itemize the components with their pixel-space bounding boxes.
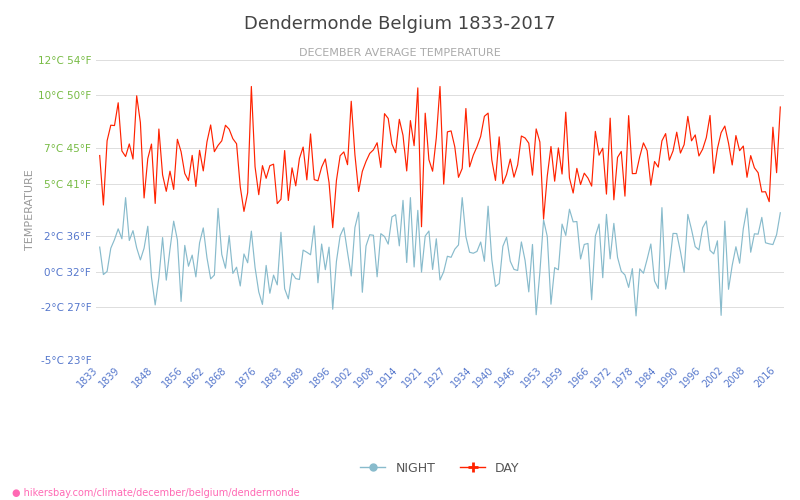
Y-axis label: TEMPERATURE: TEMPERATURE (25, 170, 35, 250)
Text: ● hikersbay.com/climate/december/belgium/dendermonde: ● hikersbay.com/climate/december/belgium… (12, 488, 300, 498)
Legend: NIGHT, DAY: NIGHT, DAY (355, 457, 525, 480)
Text: DECEMBER AVERAGE TEMPERATURE: DECEMBER AVERAGE TEMPERATURE (299, 48, 501, 58)
Text: Dendermonde Belgium 1833-2017: Dendermonde Belgium 1833-2017 (244, 15, 556, 33)
